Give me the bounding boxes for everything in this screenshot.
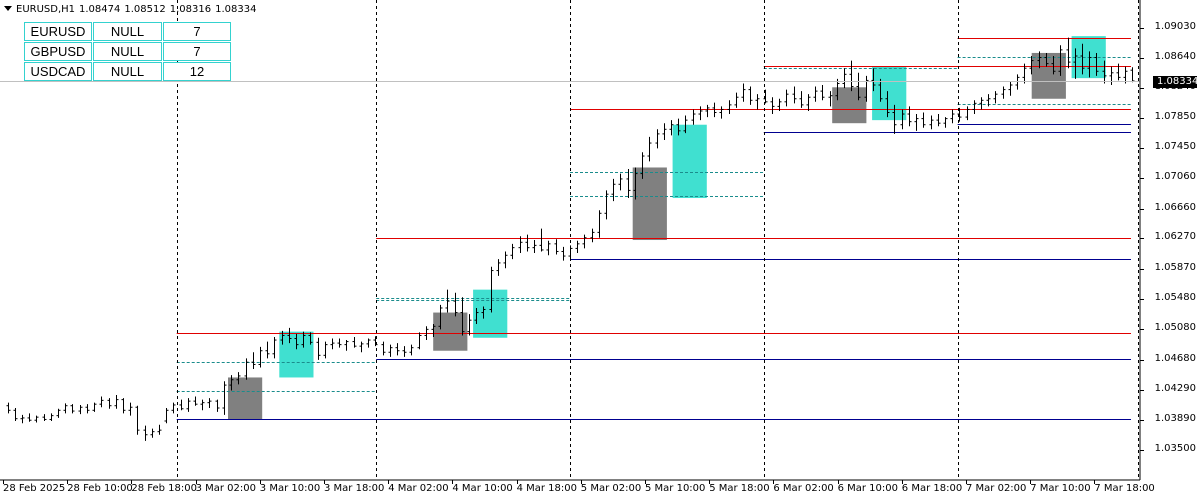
bearish-zone [632, 167, 667, 241]
time-tick-label: 4 Mar 02:00 [388, 483, 449, 494]
header-low: 1.08316 [169, 4, 212, 15]
price-tick-label: 1.04290 [1154, 382, 1196, 394]
watch-table: EURUSD NULL 7 GBPUSD NULL 7 USDCAD NULL … [24, 22, 232, 82]
watch-row[interactable]: EURUSD NULL 7 [24, 22, 232, 42]
candles-layer [6, 37, 1135, 441]
bullish-zone [672, 124, 707, 199]
price-tick-label: 1.07850 [1154, 110, 1196, 122]
price-tick-label: 1.09030 [1154, 20, 1196, 32]
time-tick-label: 4 Mar 10:00 [452, 483, 513, 494]
watch-status: NULL [93, 42, 162, 61]
watch-row[interactable]: GBPUSD NULL 7 [24, 42, 232, 62]
time-tick-label: 7 Mar 18:00 [1094, 483, 1155, 494]
time-tick-label: 6 Mar 18:00 [901, 483, 963, 494]
time-tick-label: 7 Mar 10:00 [1030, 483, 1091, 494]
header-close: 1.08334 [215, 4, 257, 15]
watch-count: 12 [163, 62, 231, 81]
price-tick-label: 1.07060 [1154, 171, 1196, 183]
time-tick-label: 7 Mar 02:00 [966, 483, 1027, 494]
time-tick-label: 4 Mar 18:00 [516, 483, 577, 494]
time-tick-label: 3 Mar 10:00 [259, 483, 321, 494]
watch-symbol[interactable]: USDCAD [24, 62, 92, 81]
time-tick-label: 6 Mar 10:00 [837, 483, 898, 494]
current-price-label: 1.08334 [1153, 75, 1198, 88]
time-tick-label: 6 Mar 02:00 [773, 483, 834, 494]
watch-count: 7 [163, 42, 231, 61]
price-tick-label: 1.05480 [1154, 291, 1196, 303]
bearish-zone [433, 312, 468, 351]
watch-count: 7 [163, 22, 231, 41]
price-tick-label: 1.03500 [1154, 443, 1196, 454]
bullish-zone [872, 66, 907, 121]
time-tick-label: 28 Feb 2025 [3, 483, 66, 494]
price-tick-label: 1.06270 [1154, 231, 1196, 243]
dropdown-triangle-icon[interactable] [4, 6, 12, 11]
time-tick-label: 3 Mar 02:00 [195, 483, 256, 494]
price-tick-marks [1140, 28, 1144, 451]
time-tick-label: 5 Mar 02:00 [580, 483, 642, 494]
time-tick-marks [3, 480, 1095, 484]
levels-layer [176, 38, 1131, 420]
zones-layer [228, 36, 1106, 420]
header-high: 1.08512 [124, 4, 166, 15]
watch-symbol[interactable]: GBPUSD [24, 42, 92, 61]
price-tick-label: 1.05870 [1154, 262, 1196, 274]
watch-status: NULL [93, 62, 162, 81]
time-tick-label: 28 Feb 18:00 [131, 483, 197, 494]
header-open: 1.08474 [79, 4, 121, 15]
bullish-zone [473, 289, 508, 338]
price-tick-label: 1.07450 [1154, 141, 1196, 153]
price-tick-label: 1.03890 [1154, 413, 1196, 425]
header-symbol: EURUSD,H1 [16, 4, 76, 15]
time-tick-label: 5 Mar 10:00 [645, 483, 706, 494]
bearish-zone [228, 377, 263, 420]
price-tick-label: 1.04680 [1154, 352, 1196, 364]
price-tick-label: 1.06660 [1154, 201, 1196, 213]
time-tick-label: 3 Mar 18:00 [324, 483, 385, 494]
watch-status: NULL [93, 22, 162, 41]
price-tick-label: 1.08640 [1154, 50, 1196, 62]
time-tick-label: 5 Mar 18:00 [709, 483, 770, 494]
time-tick-label: 28 Feb 10:00 [67, 483, 133, 494]
watch-row[interactable]: USDCAD NULL 12 [24, 62, 232, 82]
chart-header: EURUSD,H1 1.08474 1.08512 1.08316 1.08334 [4, 4, 260, 15]
price-tick-label: 1.05080 [1154, 322, 1196, 334]
watch-symbol[interactable]: EURUSD [24, 22, 92, 41]
